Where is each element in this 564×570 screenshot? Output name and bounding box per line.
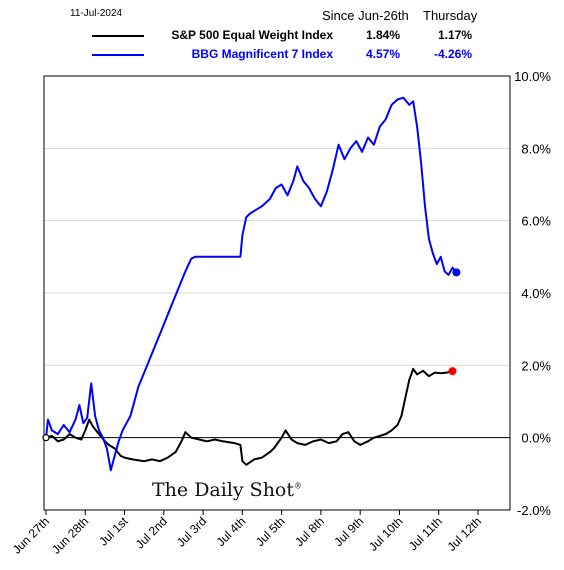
series-start-marker	[42, 434, 50, 442]
y-tick-label: 6.0%	[521, 214, 551, 229]
x-tick-label: Jul 8th	[292, 514, 327, 549]
legend-label-sp500: S&P 500 Equal Weight Index	[171, 28, 333, 42]
legend-line-mag7	[92, 54, 144, 56]
series-end-marker	[452, 268, 461, 277]
x-tick-label: Jun 27th	[10, 514, 52, 556]
watermark-logo: The Daily Shot®	[152, 479, 303, 501]
series-line-mag7	[45, 96, 458, 472]
x-tick-label: Jul 9th	[331, 514, 366, 549]
legend-line-sp500	[92, 35, 144, 37]
x-tick-label: Jul 5th	[253, 514, 288, 549]
legend-since-mag7: 4.57%	[365, 47, 400, 61]
chart-date: 11-Jul-2024	[70, 8, 123, 19]
x-tick-label: Jul 12th	[445, 514, 485, 554]
y-tick-label: 2.0%	[521, 358, 551, 373]
legend-label-mag7: BBG Magnificent 7 Index	[191, 47, 333, 61]
y-tick-label: 4.0%	[521, 286, 551, 301]
x-tick-label: Jun 28th	[49, 514, 91, 556]
y-tick-label: 0.0%	[521, 431, 551, 446]
plot-area-border	[43, 75, 511, 511]
x-tick-label: Jul 3rd	[174, 514, 209, 549]
y-tick-label: 8.0%	[521, 141, 551, 156]
x-tick-label: Jul 11th	[406, 514, 445, 553]
column-header-since: Since Jun-26th	[322, 8, 409, 23]
y-tick-label: -2.0%	[517, 503, 551, 518]
series-end-marker	[448, 367, 457, 376]
x-tick-label: Jul 1st	[96, 514, 131, 549]
legend-day-mag7: -4.26%	[433, 47, 472, 61]
legend-since-sp500: 1.84%	[365, 28, 400, 42]
column-header-day: Thursday	[423, 8, 478, 23]
x-tick-label: Jul 10th	[366, 514, 406, 554]
x-tick-label: Jul 2nd	[133, 514, 170, 551]
y-tick-label: 10.0%	[514, 69, 551, 84]
x-tick-label: Jul 4th	[214, 514, 249, 549]
legend-day-sp500: 1.17%	[437, 28, 472, 42]
series-line-sp500	[45, 367, 453, 466]
